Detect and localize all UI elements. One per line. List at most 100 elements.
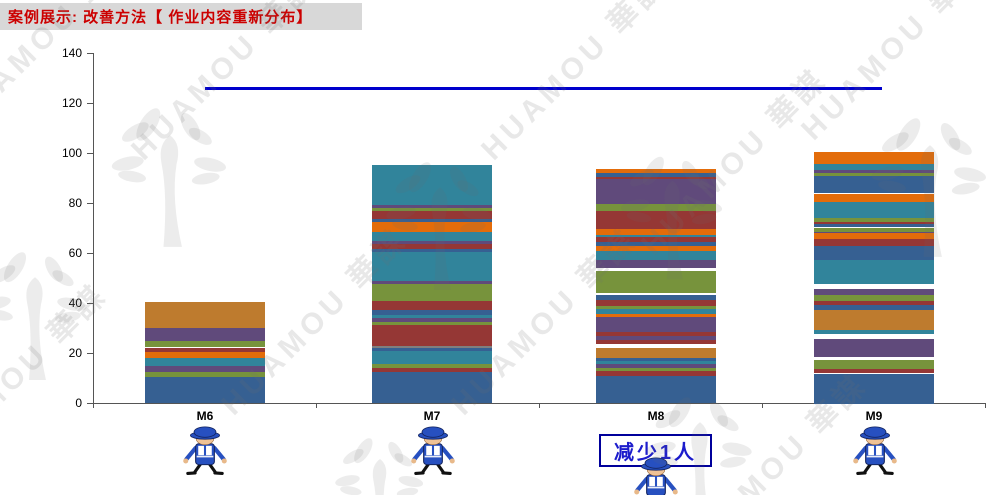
y-axis-tick <box>87 53 93 54</box>
bar-segment <box>814 288 934 295</box>
bar-segment <box>596 268 716 271</box>
title-bar: 案例展示: 改善方法【 作业内容重新分布】 <box>0 3 362 30</box>
bar-segment <box>372 249 492 252</box>
reduce-one-person-label: 减少1人 <box>613 442 698 464</box>
bar-segment <box>814 202 934 218</box>
bar-segment <box>596 314 716 317</box>
bar-segment <box>372 368 492 372</box>
bar-segment <box>372 351 492 364</box>
bar-segment <box>814 357 934 360</box>
bar-segment <box>596 336 716 340</box>
bar-segment <box>596 237 716 242</box>
bar-segment <box>372 165 492 205</box>
bar-segment <box>596 368 716 371</box>
bar-segment <box>814 295 934 301</box>
bar-segment <box>596 300 716 306</box>
bar-segment <box>372 315 492 318</box>
y-axis-tick <box>87 203 93 204</box>
bar-segment <box>372 284 492 301</box>
bar-segment <box>596 211 716 229</box>
bar-segment <box>814 172 934 176</box>
bar-segment <box>596 371 716 376</box>
y-axis-tick <box>87 303 93 304</box>
bar-segment <box>596 246 716 251</box>
worker-icon <box>411 426 455 475</box>
bar-segment <box>372 280 492 284</box>
bar-segment <box>814 285 934 289</box>
bar-segment <box>814 170 934 173</box>
x-axis-category-label: M9 <box>865 409 883 423</box>
bar-segment <box>372 219 492 222</box>
bar-segment <box>372 241 492 244</box>
x-axis-tick <box>316 403 317 408</box>
bar-segment <box>596 306 716 309</box>
bar-segment <box>596 317 716 332</box>
bar-segment <box>814 260 934 284</box>
x-axis-category-label: M7 <box>423 409 441 423</box>
bar-segment <box>372 252 492 281</box>
x-axis-tick <box>985 403 986 408</box>
bar-segment <box>145 328 265 341</box>
bar-segment <box>372 318 492 322</box>
bar-segment <box>372 211 492 219</box>
bar-segment <box>596 235 716 237</box>
x-axis-category-label: M6 <box>196 409 214 423</box>
bar-segment <box>145 352 265 358</box>
bar-segment <box>814 239 934 246</box>
bar-segment <box>372 324 492 346</box>
bar-segment <box>145 377 265 403</box>
y-axis-tick-label: 60 <box>68 246 82 260</box>
bar-segment <box>596 204 716 211</box>
bar-segment <box>596 271 716 293</box>
bar-segment <box>145 366 265 372</box>
bar-segment <box>596 172 716 177</box>
x-axis-tick <box>93 403 94 408</box>
bar-segment <box>596 361 716 364</box>
y-axis-tick-label: 120 <box>61 96 82 110</box>
bar-segment <box>814 335 934 339</box>
bar-segment <box>814 221 934 224</box>
y-axis-tick <box>87 403 93 404</box>
bar-segment <box>145 358 265 366</box>
bar-segment <box>814 194 934 202</box>
target-line <box>205 87 882 90</box>
bar-segment <box>814 305 934 310</box>
worker-icon <box>634 457 678 495</box>
bar-segment <box>814 224 934 227</box>
page-title: 案例展示: 改善方法【 作业内容重新分布】 <box>8 9 313 26</box>
bar-segment <box>145 340 265 347</box>
bar-segment <box>596 332 716 336</box>
bar-segment <box>814 152 934 164</box>
bar-segment <box>814 300 934 305</box>
bar-segment <box>596 364 716 368</box>
bar-segment <box>596 260 716 268</box>
bar-segment <box>372 364 492 368</box>
x-axis-category-label: M8 <box>647 409 665 423</box>
bar-segment <box>814 245 934 260</box>
y-axis-tick-label: 80 <box>68 196 82 210</box>
bar-segment <box>814 233 934 239</box>
bar-segment <box>372 244 492 249</box>
bar-segment <box>814 374 934 404</box>
bar-segment <box>596 295 716 300</box>
y-axis-tick-label: 20 <box>68 346 82 360</box>
bar-segment <box>596 292 716 295</box>
bar-segment <box>596 169 716 173</box>
bar-segment <box>596 179 716 204</box>
y-axis-tick-label: 0 <box>75 396 82 410</box>
worker-icon <box>183 426 227 475</box>
y-axis-tick-label: 140 <box>61 46 82 60</box>
bar-segment <box>372 346 492 348</box>
bar-segment <box>596 251 716 260</box>
bar-segment <box>372 207 492 211</box>
bar-segment <box>814 164 934 170</box>
bar-segment <box>596 358 716 361</box>
y-axis-tick <box>87 353 93 354</box>
bar-segment <box>814 360 934 369</box>
bar-segment <box>596 376 716 403</box>
x-axis-tick <box>762 403 763 408</box>
bar-segment <box>372 372 492 403</box>
bar-segment <box>814 231 934 233</box>
bar-segment <box>372 301 492 310</box>
